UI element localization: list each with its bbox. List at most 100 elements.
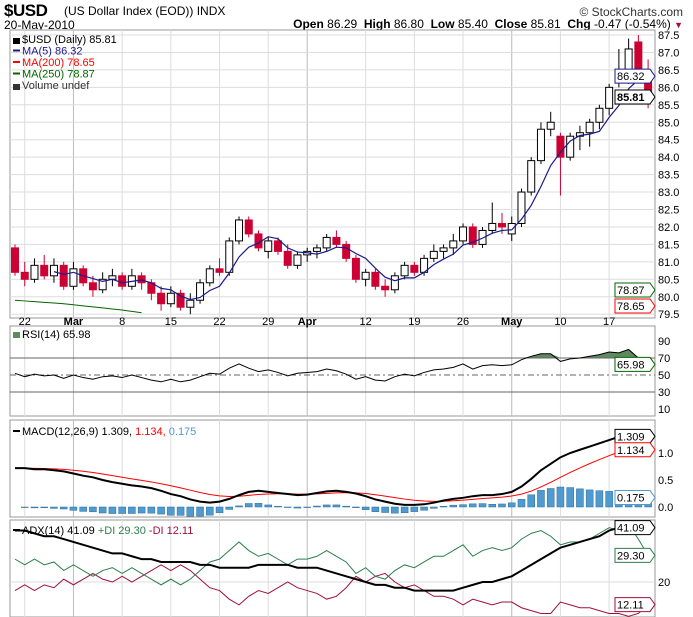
macd-histogram-bar xyxy=(40,506,48,508)
high-value: 86.80 xyxy=(393,17,424,31)
macd-signal-tag-box xyxy=(614,442,656,458)
x-tick-label: 12 xyxy=(360,316,372,328)
ma250-tag: 78.87 xyxy=(617,285,645,297)
ma250-tag-box xyxy=(614,282,656,298)
x-tick-label: 26 xyxy=(457,316,469,328)
close-label: Close xyxy=(494,17,528,31)
price-tick-label: 80.0 xyxy=(658,292,679,304)
candle-body xyxy=(98,278,107,291)
candle-body xyxy=(498,222,506,228)
x-tick-label: 29 xyxy=(262,316,274,328)
macd-histogram-bar xyxy=(157,506,165,515)
candle-body xyxy=(556,135,565,158)
macd-histogram-bar xyxy=(430,506,438,509)
candle-body xyxy=(332,236,341,245)
adx-legend-icon xyxy=(13,529,20,531)
macd-histogram-bar xyxy=(108,506,117,514)
candle-body xyxy=(166,292,175,305)
macd-histogram-bar xyxy=(400,506,409,514)
macd-histogram-bar xyxy=(30,506,39,509)
macd-histogram-bar xyxy=(478,503,487,508)
candle-body xyxy=(361,271,370,280)
candle-body xyxy=(225,240,234,273)
candle-body xyxy=(176,292,185,308)
macd-histogram-bar xyxy=(225,506,234,510)
macd-histogram-bar xyxy=(98,506,107,514)
candle-body xyxy=(439,247,448,252)
macd-legend-part: 1.134, xyxy=(135,426,169,438)
candle-body xyxy=(264,240,273,252)
ma250-line xyxy=(14,299,142,314)
candle-body xyxy=(459,226,468,242)
plus-di-tag: 29.30 xyxy=(617,550,645,562)
macd-histogram-bar xyxy=(254,503,263,508)
macd-histogram-bar xyxy=(235,505,243,508)
ma200-tag-box xyxy=(614,298,656,314)
candle-body xyxy=(88,282,97,291)
price-tick-label: 82.5 xyxy=(658,205,679,217)
macd-histogram-bar xyxy=(361,506,370,510)
x-tick-label: 17 xyxy=(603,316,615,328)
macd-line xyxy=(15,433,649,506)
x-tick-label: 22 xyxy=(19,316,31,328)
macd-histogram-bar xyxy=(342,505,350,508)
panel-frame-1 xyxy=(9,325,656,417)
macd-histogram-bar xyxy=(439,506,448,508)
price-tick-label: 85.5 xyxy=(658,100,679,112)
price-tick-label: 80.5 xyxy=(658,274,679,286)
price-tick-label: 83.0 xyxy=(658,187,679,199)
candle-body xyxy=(118,275,127,287)
macd-histogram-bar xyxy=(293,506,302,509)
macd-histogram-bar xyxy=(196,506,204,517)
candle-body xyxy=(449,240,458,249)
macd-histogram-bar xyxy=(517,499,526,508)
price-tick-label: 87.0 xyxy=(658,47,679,59)
candle-body xyxy=(30,264,39,280)
macd-histogram-bar xyxy=(264,504,272,508)
macd-signal-line xyxy=(15,443,649,502)
rsi-tick-label: 70 xyxy=(658,353,670,365)
x-tick-label: May xyxy=(501,316,523,328)
macd-histogram-bar xyxy=(332,504,341,508)
price-tick-label: 84.0 xyxy=(658,152,679,164)
candle-body xyxy=(546,121,555,130)
price-tick-label: 87.5 xyxy=(658,30,679,42)
candle-body xyxy=(381,285,390,291)
candle-body xyxy=(40,264,49,277)
macd-histogram-bar xyxy=(449,504,458,508)
price-tick-label: 83.5 xyxy=(658,170,679,182)
candle-body xyxy=(49,264,58,277)
close-value: 85.81 xyxy=(530,17,561,31)
rsi-tick-label: 10 xyxy=(658,404,670,416)
legend-ma250: MA(250) 78.87 xyxy=(22,69,95,81)
legend-volume: Volume undef xyxy=(22,80,90,92)
macd-histogram-bar xyxy=(215,506,224,513)
plus-di-tag-box xyxy=(614,547,656,563)
price-tick-label: 86.5 xyxy=(658,65,679,77)
candle-body xyxy=(400,264,409,277)
open-value: 86.29 xyxy=(327,17,358,31)
macd-tag-box xyxy=(614,428,656,444)
ma5-line xyxy=(53,76,649,301)
exchange: INDX xyxy=(196,4,226,18)
legend-main-icon xyxy=(13,38,20,44)
rsi-tick-label: 30 xyxy=(658,387,670,399)
candle-body xyxy=(235,219,244,242)
candle-body xyxy=(342,243,351,259)
candle-body xyxy=(322,236,331,249)
low-value: 85.40 xyxy=(457,17,488,31)
candle-body xyxy=(205,268,214,284)
macd-histogram-bar xyxy=(498,503,506,508)
candle-body xyxy=(595,107,604,123)
macd-histogram-bar xyxy=(69,506,78,511)
macd-histogram-bar xyxy=(459,504,467,508)
macd-histogram-bar xyxy=(137,506,146,514)
x-tick-label: Apr xyxy=(298,316,318,328)
rsi-tick-label: 90 xyxy=(658,336,670,348)
macd-histogram-bar xyxy=(488,504,497,508)
macd-histogram-bar xyxy=(322,504,331,508)
x-tick-label: 22 xyxy=(213,316,225,328)
macd-histogram-bar xyxy=(420,506,428,511)
macd-histogram-bar xyxy=(527,494,535,508)
